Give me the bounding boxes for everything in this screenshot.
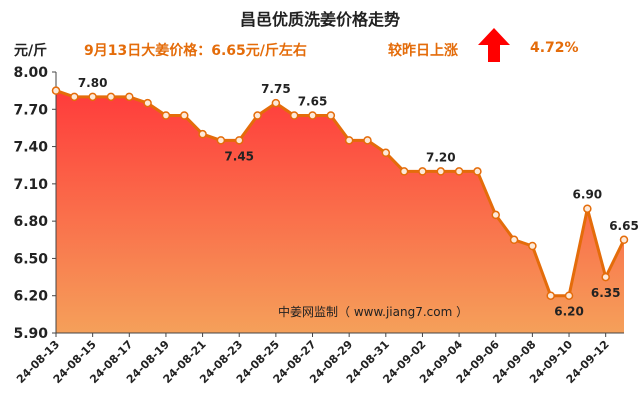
data-label: 6.65 <box>609 219 639 233</box>
data-point <box>454 167 464 176</box>
data-label: 7.65 <box>298 95 328 109</box>
data-point <box>491 210 500 220</box>
data-point <box>51 86 61 95</box>
price-area <box>56 90 624 333</box>
data-point <box>546 291 555 300</box>
data-point <box>253 111 262 120</box>
data-label: 6.90 <box>573 188 603 202</box>
data-point <box>143 98 152 108</box>
price-headline: 9月13日大姜价格：6.65元/斤左右 <box>84 43 307 59</box>
data-point <box>271 98 281 108</box>
data-point <box>125 92 134 102</box>
y-tick-label: 5.90 <box>13 326 48 342</box>
data-point <box>216 136 226 145</box>
y-tick-label: 8.00 <box>13 65 48 81</box>
data-label: 7.20 <box>426 150 456 164</box>
data-point <box>88 92 97 102</box>
data-point <box>308 111 317 120</box>
data-point <box>70 92 79 102</box>
change-percent: 4.72% <box>530 40 579 56</box>
data-point <box>619 235 629 245</box>
data-label: 7.45 <box>224 149 254 163</box>
data-point <box>289 111 299 120</box>
data-point <box>583 204 592 213</box>
data-label: 6.20 <box>554 305 584 319</box>
data-point <box>436 167 446 176</box>
y-tick-label: 6.80 <box>13 214 48 230</box>
data-point <box>601 272 610 282</box>
y-axis-unit: 元/斤 <box>14 43 48 59</box>
data-point <box>106 92 116 102</box>
data-point <box>363 136 372 145</box>
data-label: 7.75 <box>261 82 291 96</box>
data-point <box>234 136 244 145</box>
up-arrow-shape <box>478 28 510 62</box>
data-point <box>198 129 207 139</box>
data-label: 7.80 <box>78 76 108 90</box>
compare-label: 较昨日上涨 <box>388 43 458 59</box>
data-point <box>564 291 574 300</box>
data-point <box>344 136 354 145</box>
data-point <box>161 111 171 120</box>
data-point <box>509 235 519 245</box>
data-point <box>180 111 189 120</box>
y-tick-label: 7.70 <box>13 102 48 118</box>
y-tick-label: 7.10 <box>13 177 48 193</box>
data-point <box>326 111 336 120</box>
y-tick-label: 6.20 <box>13 289 48 305</box>
data-point <box>528 241 537 251</box>
up-arrow-icon <box>478 28 510 62</box>
watermark: 中姜网监制（ www.jiang7.com ） <box>278 304 468 319</box>
data-point <box>399 167 409 176</box>
data-point <box>418 167 427 176</box>
y-tick-label: 7.40 <box>13 140 48 156</box>
data-point <box>381 148 391 158</box>
data-point <box>473 167 482 176</box>
data-label: 6.35 <box>591 286 621 300</box>
y-tick-label: 6.50 <box>13 251 48 267</box>
chart-title: 昌邑优质洗姜价格走势 <box>239 10 400 29</box>
